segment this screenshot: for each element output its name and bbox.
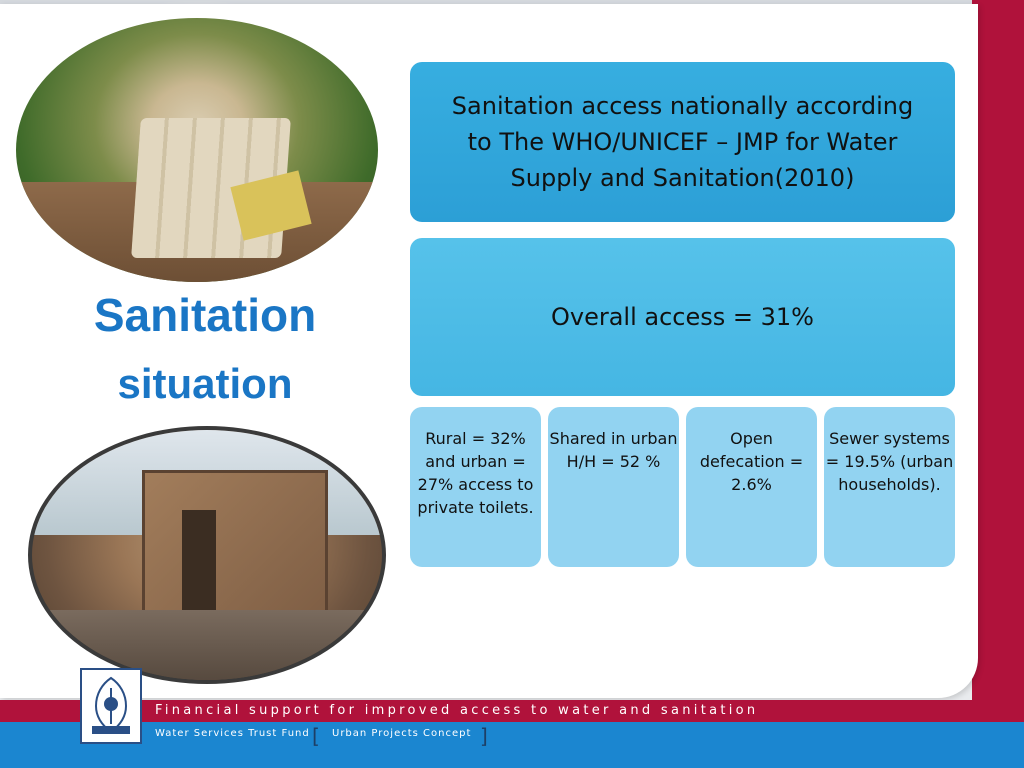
top-photo	[12, 14, 382, 286]
overall-access-box: Overall access = 31%	[410, 238, 955, 396]
right-accent-band	[972, 0, 1024, 700]
bottom-photo	[28, 426, 386, 684]
heading-situation: situation	[117, 360, 293, 407]
rural-urban-box: Rural = 32% and urban = 27% access to pr…	[410, 407, 541, 567]
footer-red-band	[0, 700, 1024, 722]
sewer-box: Sewer systems = 19.5% (urban households)…	[824, 407, 955, 567]
title-box: Sanitation access nationally according t…	[410, 62, 955, 222]
footer-blue-band	[0, 722, 1024, 768]
footer-organization: Water Services Trust Fund	[155, 728, 310, 739]
organization-logo	[80, 668, 142, 744]
top-bar	[0, 0, 1024, 4]
coat-of-arms-icon	[92, 676, 130, 734]
bracket-right: ]	[480, 724, 488, 748]
bracket-left: [	[312, 724, 320, 748]
footer-tagline: Financial support for improved access to…	[155, 703, 759, 718]
shared-box: Shared in urban H/H = 52 %	[548, 407, 679, 567]
heading-sanitation: Sanitation	[93, 289, 317, 341]
open-defecation-box: Open defecation = 2.6%	[686, 407, 817, 567]
footer-concept: Urban Projects Concept	[332, 728, 472, 739]
